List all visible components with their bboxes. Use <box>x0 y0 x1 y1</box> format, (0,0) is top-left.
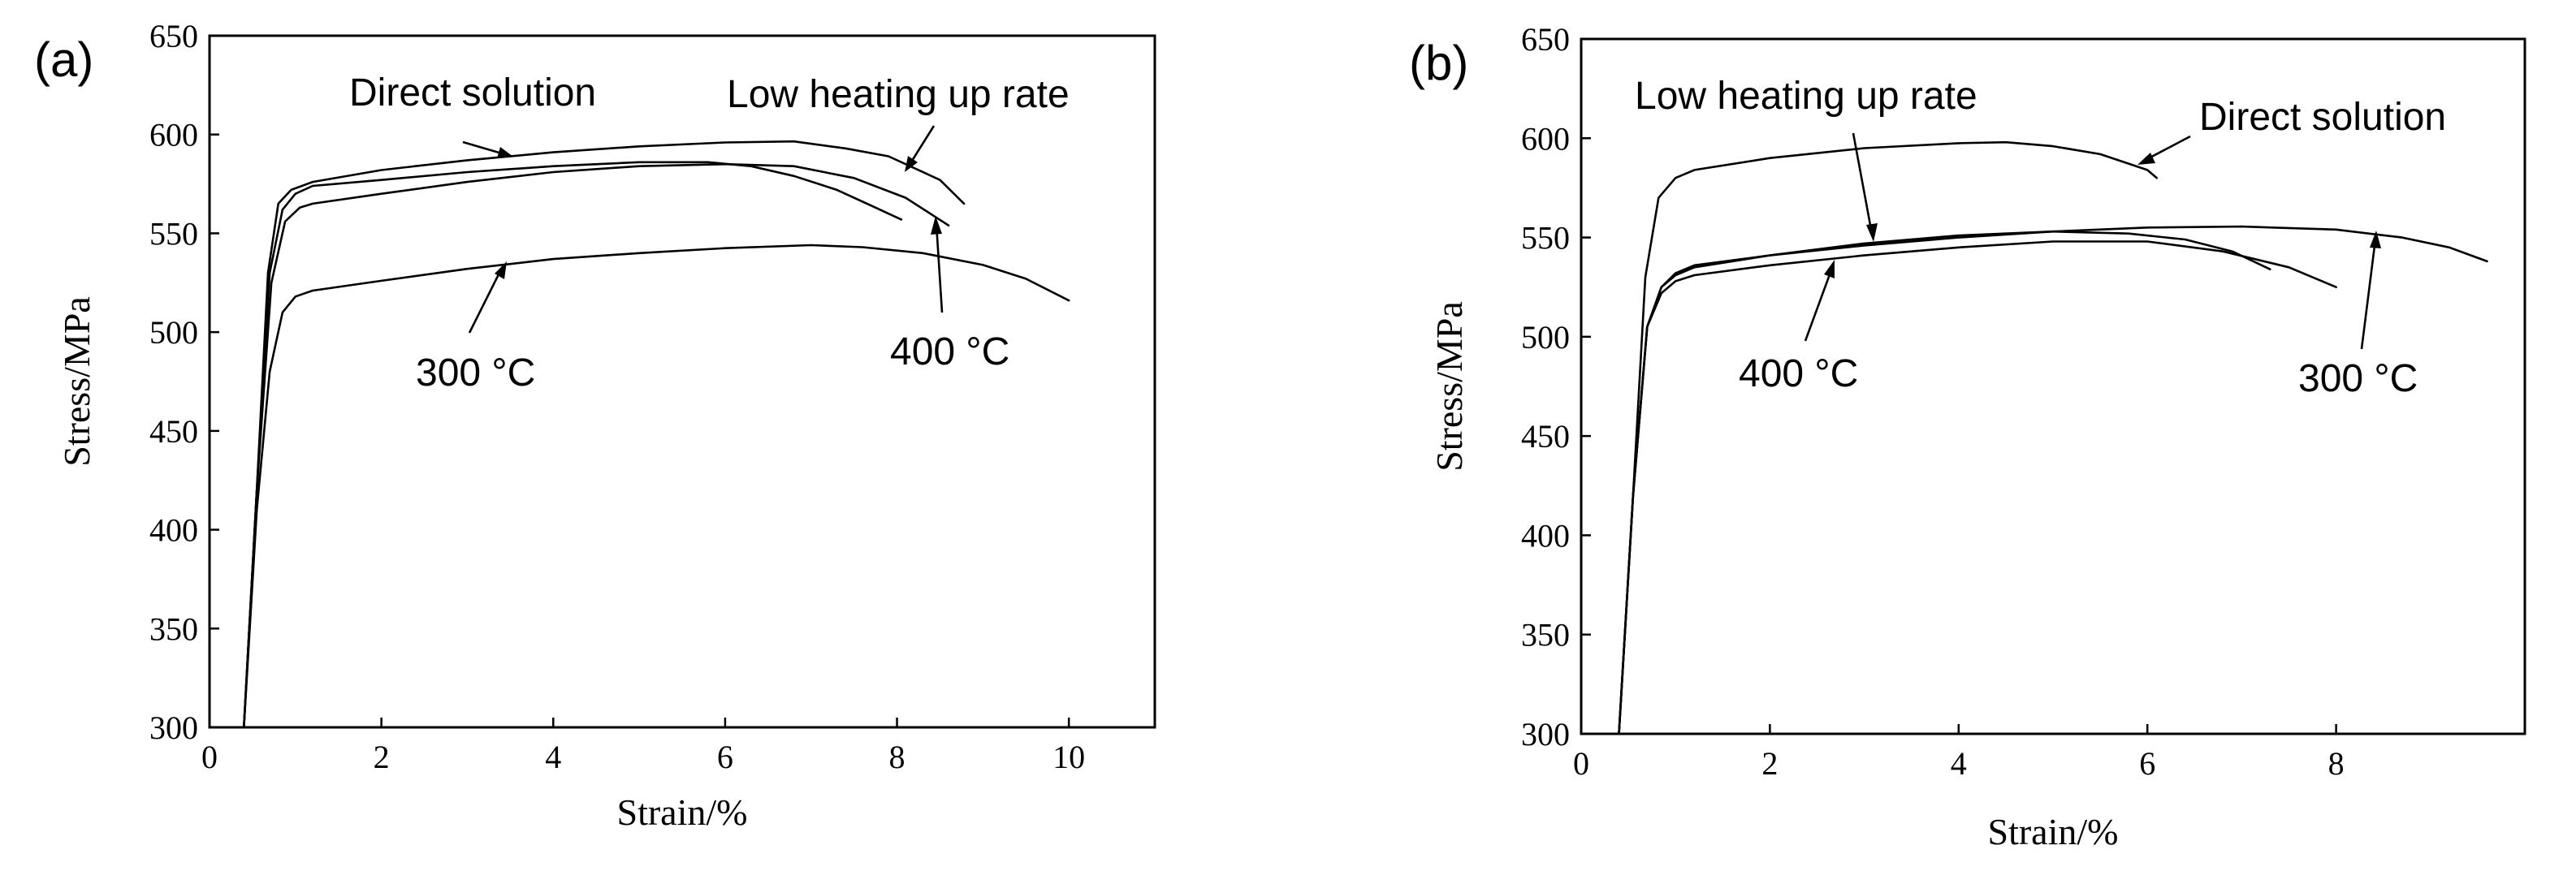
panel-a-y-tick-label-450: 450 <box>149 413 198 450</box>
panel-b-annotation-300c: 300 °C <box>2298 357 2418 400</box>
panel-b: (b) 0 2 4 6 8 300 350 400 450 500 550 600 650 Strain… <box>1409 21 2526 852</box>
panel-a-y-tick-label-400: 400 <box>149 512 198 549</box>
panel-b-arrowhead-direct-solution <box>2137 153 2155 165</box>
panel-a-series-low-heating-up-rate <box>243 161 903 729</box>
panel-b-y-tick-label-650: 650 <box>1521 21 1570 58</box>
panel-a-x-tick-label-2: 2 <box>374 739 390 775</box>
panel-b-annotation-direct-solution: Direct solution <box>2199 96 2446 139</box>
panel-b-x-tick-label-8: 8 <box>2328 745 2345 782</box>
panel-b-plot-frame <box>1580 37 2526 735</box>
panel-a-annotation-low-heating: Low heating up rate <box>727 73 1070 116</box>
panel-b-x-tick-label-2: 2 <box>1761 745 1778 782</box>
panel-b-x-tick-label-4: 4 <box>1951 745 1967 782</box>
panel-a-y-tick-label-350: 350 <box>149 610 198 647</box>
panel-b-annotation-low-heating: Low heating up rate <box>1635 75 1977 118</box>
panel-a-x-tick-label-4: 4 <box>545 739 561 775</box>
panel-a-x-tick-label-0: 0 <box>201 739 218 775</box>
panel-b-arrowhead-400c <box>1824 260 1835 278</box>
panel-b-axes: 0 2 4 6 8 300 350 400 450 500 550 600 650 <box>1521 21 2345 782</box>
panel-a-plot-frame <box>208 34 1156 729</box>
panel-b-arrowhead-300c <box>2370 231 2381 248</box>
panel-a-x-tick-label-10: 10 <box>1052 739 1085 775</box>
panel-b-y-tick-label-350: 350 <box>1521 617 1570 653</box>
panel-a-x-tick-label-8: 8 <box>889 739 905 775</box>
panel-a-x-axis-title: Strain/% <box>617 791 748 833</box>
panel-b-y-tick-label-550: 550 <box>1521 220 1570 257</box>
panel-b-y-tick-label-500: 500 <box>1521 319 1570 356</box>
panel-a-y-tick-label-500: 500 <box>149 314 198 351</box>
panel-a-annotation-direct-solution: Direct solution <box>349 71 596 114</box>
panel-a-arrow-300c <box>468 267 504 334</box>
panel-a-series-300-c <box>243 244 1070 729</box>
panel-b-series-direct-solution <box>1618 140 2159 735</box>
panel-a-arrowhead-low-heating <box>905 156 918 172</box>
panel-a-series-direct-solution <box>243 140 966 729</box>
panel-b-y-axis-title: Stress/MPa <box>1428 301 1470 472</box>
panel-b-x-axis-title: Strain/% <box>1988 811 2119 852</box>
panel-a-y-tick-label-300: 300 <box>149 709 198 746</box>
panel-b-x-tick-label-0: 0 <box>1573 745 1589 782</box>
panel-a-arrowhead-300c <box>495 261 507 279</box>
panel-b-series-400-c <box>1618 240 2337 735</box>
panel-b-y-tick-label-300: 300 <box>1521 716 1570 752</box>
panel-b-x-tick-label-6: 6 <box>2139 745 2155 782</box>
panel-b-y-tick-label-400: 400 <box>1521 517 1570 554</box>
panel-a-y-tick-label-600: 600 <box>149 117 198 153</box>
panel-a-arrowhead-direct-solution <box>497 147 513 158</box>
panel-a-axes: 0 2 4 6 8 10 300 350 400 450 500 550 600 650 <box>149 18 1085 775</box>
panel-b-annotation-400c: 400 °C <box>1739 352 1858 395</box>
panel-a: (a) 0 2 4 6 8 10 300 350 400 450 500 550 600 650 Stra… <box>34 18 1156 833</box>
panel-a-y-tick-label-550: 550 <box>149 215 198 252</box>
panel-b-series-300-c <box>1618 225 2488 735</box>
panel-a-x-tick-label-6: 6 <box>717 739 733 775</box>
panel-a-arrow-400c <box>935 223 944 313</box>
panel-a-arrowhead-400c <box>931 216 942 235</box>
panel-b-label: (b) <box>1409 36 1468 90</box>
panel-a-annotation-400c: 400 °C <box>890 330 1009 373</box>
panel-b-series-low-heating-up-rate <box>1618 230 2271 735</box>
panel-a-y-tick-label-650: 650 <box>149 18 198 54</box>
panel-b-arrow-300c <box>2360 239 2377 350</box>
panel-b-arrow-400c <box>1804 267 1834 342</box>
panel-b-curves <box>1618 140 2488 735</box>
panel-a-series-400-c <box>243 162 950 729</box>
panel-b-arrow-low-heating <box>1852 132 1874 235</box>
panel-a-curves <box>243 140 1070 729</box>
panel-b-arrowhead-low-heating <box>1866 223 1878 242</box>
panel-a-annotation-300c: 300 °C <box>416 351 535 395</box>
panel-b-y-tick-label-600: 600 <box>1521 120 1570 157</box>
panel-b-y-tick-label-450: 450 <box>1521 418 1570 455</box>
panel-a-y-axis-title: Stress/MPa <box>56 296 97 467</box>
panel-a-label: (a) <box>34 32 93 87</box>
